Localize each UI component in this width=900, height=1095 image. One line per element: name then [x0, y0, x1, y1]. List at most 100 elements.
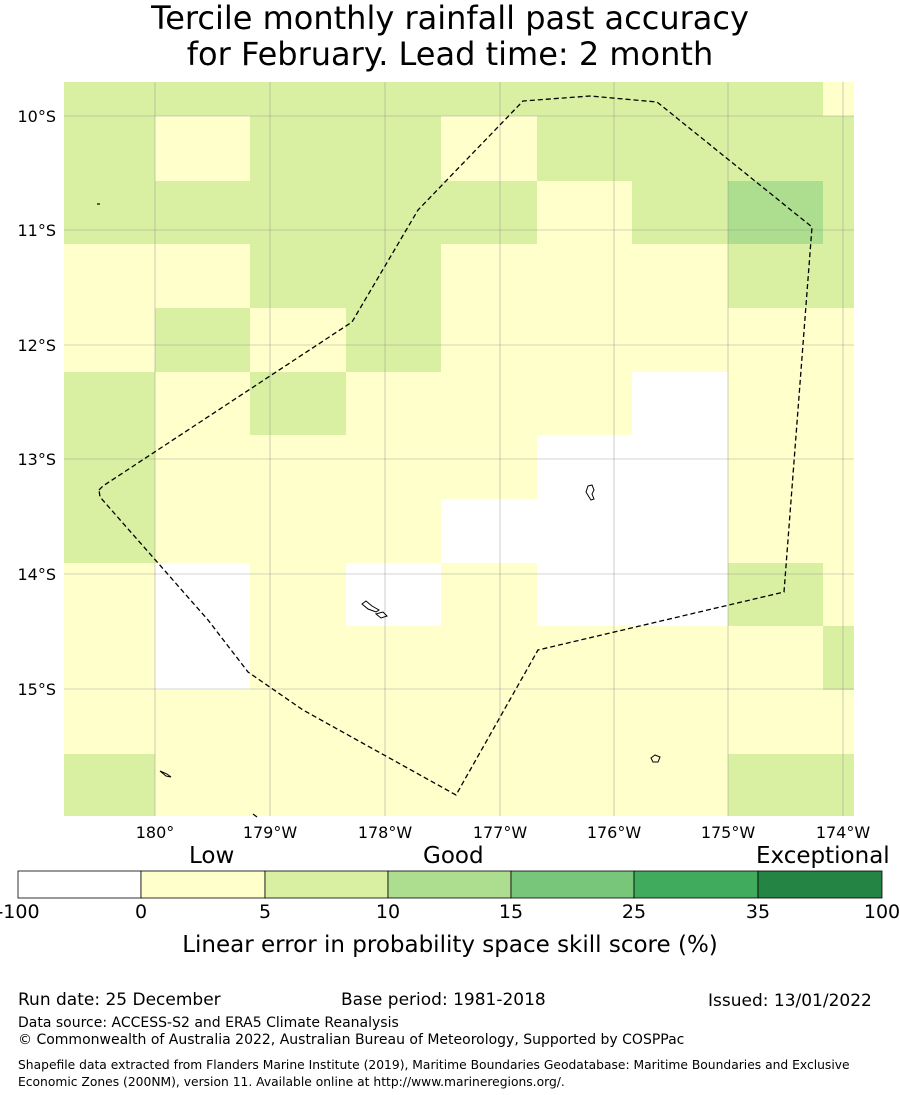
island-wallis	[361, 600, 380, 613]
map-title: Tercile monthly rainfall past accuracy f…	[0, 0, 900, 72]
grid-cell	[823, 754, 854, 816]
grid-cell	[250, 435, 346, 499]
title-line-1: Tercile monthly rainfall past accuracy	[151, 0, 749, 37]
map-figure: 10°S 11°S 12°S 13°S 14°S 15°S 180° 179°W 178°W 17…	[17, 82, 870, 842]
grid-cell	[537, 499, 632, 563]
latitude-label: 10°S	[17, 107, 56, 126]
grid-cell	[537, 244, 632, 308]
axis-labels: 10°S 11°S 12°S 13°S 14°S 15°S 180° 179°W 178°W 17…	[17, 107, 870, 842]
grid-cell	[155, 181, 250, 244]
grid-cell	[823, 372, 854, 435]
colorbar-segment	[757, 870, 883, 899]
grid-cell	[64, 116, 155, 181]
grid-cell	[823, 626, 854, 690]
grid-cell	[441, 563, 537, 626]
grid-cell	[632, 244, 728, 308]
copyright: © Commonwealth of Australia 2022, Austra…	[18, 1032, 685, 1048]
grid-cell	[728, 563, 823, 626]
shapefile-credit: Shapefile data extracted from Flanders M…	[18, 1058, 850, 1089]
grid-cell	[64, 754, 155, 816]
grid-cell	[823, 244, 854, 308]
grid-cell	[441, 372, 537, 435]
grid-cell	[823, 308, 854, 372]
skill-grid	[64, 82, 854, 816]
grid-cell	[441, 308, 537, 372]
longitude-label: 180°	[136, 823, 175, 842]
grid-cell	[537, 372, 632, 435]
grid-cell	[537, 563, 632, 626]
grid-cell	[728, 690, 823, 754]
data-source: Data source: ACCESS-S2 and ERA5 Climate …	[18, 1015, 399, 1031]
grid-cell	[823, 82, 854, 116]
latitude-label: 13°S	[17, 450, 56, 469]
grid-cell	[441, 82, 537, 116]
colorbar-segment	[17, 870, 142, 899]
grid-cell	[250, 563, 346, 626]
grid-cell	[155, 308, 250, 372]
grid-cell	[346, 499, 441, 563]
colorbar-tick-label: 35	[745, 901, 771, 923]
grid-cell	[632, 563, 728, 626]
grid-cell	[250, 690, 346, 754]
grid-cell	[250, 244, 346, 308]
grid-cell	[346, 244, 441, 308]
grid-cell	[728, 308, 823, 372]
grid-cell	[250, 626, 346, 690]
longitude-label: 178°W	[358, 823, 413, 842]
longitude-label: 174°W	[816, 823, 871, 842]
grid-cell	[346, 181, 441, 244]
latitude-label: 15°S	[17, 680, 56, 699]
grid-cell	[632, 435, 728, 499]
grid-cell	[728, 244, 823, 308]
grid-cell	[632, 308, 728, 372]
colorbar-tick-label: 25	[621, 901, 647, 923]
issued-date: Issued: 13/01/2022	[708, 991, 872, 1011]
graticule	[64, 82, 854, 816]
grid-cell	[346, 82, 441, 116]
grid-cell	[250, 308, 346, 372]
grid-cell	[632, 82, 728, 116]
grid-cell	[346, 116, 441, 181]
grid-cell	[250, 116, 346, 181]
colorbar-tick-label: 100	[863, 901, 900, 923]
grid-cell	[155, 372, 250, 435]
latitude-label: 12°S	[17, 336, 56, 355]
grid-cell	[250, 499, 346, 563]
grid-cell	[64, 244, 155, 308]
category-good: Good	[423, 843, 484, 869]
grid-cell	[441, 499, 537, 563]
grid-cell	[823, 690, 854, 754]
grid-cell	[823, 116, 854, 181]
island-futuna	[374, 611, 388, 619]
colorbar	[17, 870, 883, 899]
grid-cell	[537, 181, 632, 244]
colorbar-segment	[264, 870, 389, 899]
grid-cell	[728, 499, 823, 563]
colorbar-segment	[387, 870, 512, 899]
longitude-label: 177°W	[473, 823, 528, 842]
grid-cell	[155, 563, 250, 626]
grid-cell	[537, 754, 632, 816]
grid-cell	[250, 754, 346, 816]
grid-cell	[728, 82, 823, 116]
colorbar-tick-label: 15	[498, 901, 524, 923]
category-exceptional: Exceptional	[756, 843, 890, 869]
grid-cell	[537, 82, 632, 116]
grid-cell	[64, 372, 155, 435]
colorbar-label: Linear error in probability space skill …	[182, 932, 718, 958]
colorbar-tick-label: 10	[375, 901, 401, 923]
grid-cell	[64, 499, 155, 563]
grid-cell	[64, 181, 155, 244]
grid-cell	[632, 499, 728, 563]
grid-cell	[155, 626, 250, 690]
grid-cell	[823, 435, 854, 499]
longitude-label: 179°W	[243, 823, 298, 842]
eez-boundary	[98, 95, 813, 796]
grid-cell	[64, 82, 155, 116]
colorbar-tick-label: -100	[0, 901, 40, 923]
grid-cell	[728, 116, 823, 181]
latitude-label: 14°S	[17, 565, 56, 584]
grid-cell	[155, 116, 250, 181]
grid-cell	[155, 499, 250, 563]
latitude-label: 11°S	[17, 221, 56, 240]
